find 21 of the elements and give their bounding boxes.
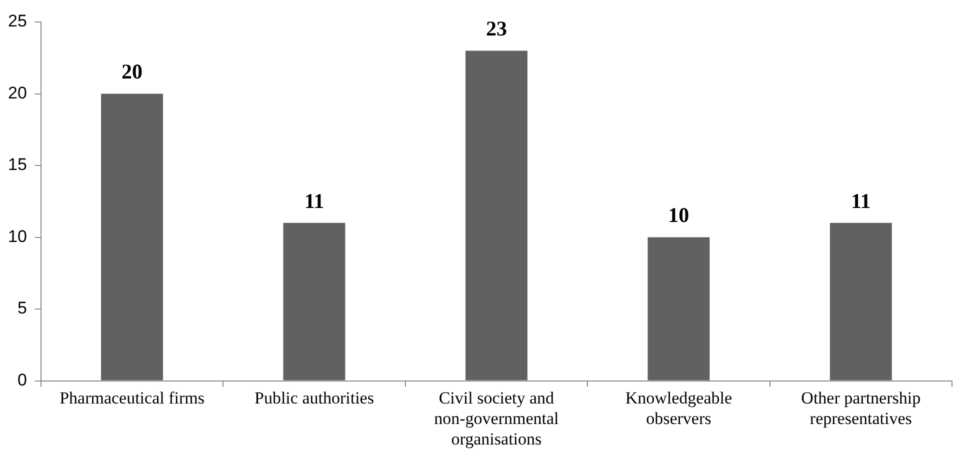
bar — [101, 94, 163, 380]
y-tick-label: 0 — [17, 370, 27, 390]
y-tick-label: 20 — [8, 83, 27, 102]
bar — [465, 50, 528, 380]
x-tick-label: Knowledgeable observers — [625, 388, 732, 428]
bar — [830, 222, 892, 380]
y-tick-label: 10 — [8, 226, 27, 246]
data-label: 23 — [486, 16, 507, 41]
y-tick-label: 15 — [8, 155, 27, 174]
x-tick-label: Pharmaceutical firms — [60, 388, 204, 408]
data-label: 20 — [122, 60, 143, 84]
x-tick-label: Civil society and non-governmental organisations — [434, 388, 560, 448]
y-tick-label: 25 — [8, 12, 27, 31]
data-label: 11 — [850, 188, 871, 213]
x-tick-label: Public authorities — [254, 388, 374, 408]
y-tick-label: 5 — [17, 298, 27, 318]
data-label: 11 — [304, 188, 324, 213]
bar — [283, 222, 346, 380]
x-tick-label: Other partnership representatives — [801, 388, 921, 428]
data-label: 10 — [668, 203, 690, 228]
bar — [648, 237, 710, 380]
